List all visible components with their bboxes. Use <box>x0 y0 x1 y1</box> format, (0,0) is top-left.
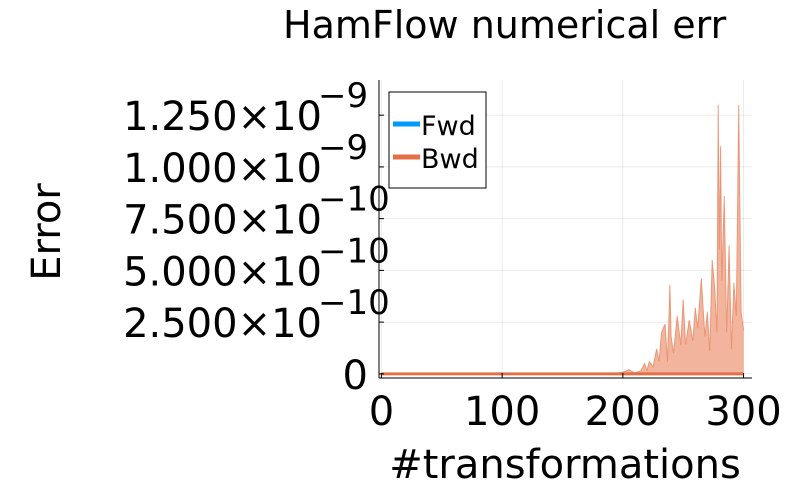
y-tick-label: 2.500×10 <box>123 301 322 347</box>
y-tick-label: 5.000×10 <box>123 249 322 295</box>
y-tick-label: 0 <box>343 353 368 399</box>
y-tick-exponent: −10 <box>318 283 390 323</box>
legend-box <box>388 91 487 189</box>
y-tick-exponent: −9 <box>318 128 368 168</box>
y-tick-exponent: −9 <box>318 76 368 116</box>
y-ticks: 02.500×10−105.000×10−107.500×10−101.000×… <box>123 76 390 399</box>
x-ticks: 0 100 200 300 <box>369 373 782 435</box>
x-tick-label: 0 <box>369 389 394 435</box>
y-tick-label: 1.000×10 <box>123 146 322 192</box>
x-tick-label: 100 <box>464 389 540 435</box>
chart-title: HamFlow numerical err <box>283 3 727 47</box>
y-tick-exponent: −10 <box>318 180 390 220</box>
legend: Fwd Bwd <box>388 91 487 189</box>
x-tick-label: 200 <box>585 389 661 435</box>
legend-label-bwd: Bwd <box>421 144 479 175</box>
x-tick-label: 300 <box>705 389 781 435</box>
bwd-series-line <box>381 104 745 375</box>
y-tick-label: 7.500×10 <box>123 198 322 244</box>
x-axis-label: #transformations <box>389 442 741 488</box>
y-tick-label: 1.250×10 <box>123 94 322 140</box>
y-tick-exponent: −10 <box>318 231 390 271</box>
legend-label-fwd: Fwd <box>421 111 476 142</box>
y-axis-label: Error <box>24 183 70 281</box>
